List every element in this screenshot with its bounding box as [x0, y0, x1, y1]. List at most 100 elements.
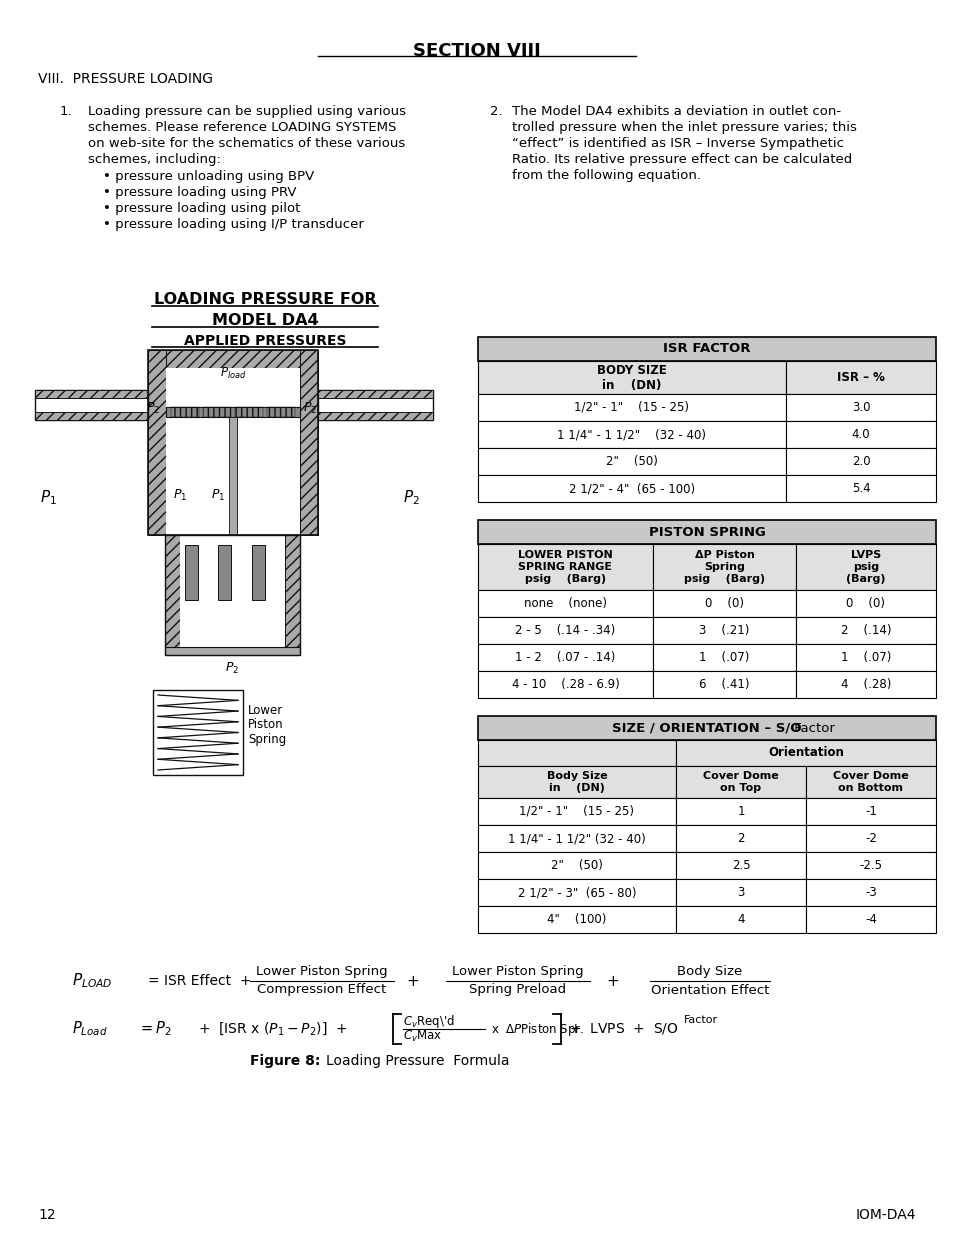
Text: on web-site for the schematics of these various: on web-site for the schematics of these …: [88, 137, 405, 149]
Text: • pressure unloading using BPV: • pressure unloading using BPV: [103, 170, 314, 183]
Text: Orientation Effect: Orientation Effect: [650, 983, 768, 997]
Bar: [317, 412, 433, 420]
Text: Lower Piston Spring: Lower Piston Spring: [452, 966, 583, 978]
Text: $P_{load}$: $P_{load}$: [219, 366, 246, 380]
Text: 2 1/2" - 4"  (65 - 100): 2 1/2" - 4" (65 - 100): [568, 482, 695, 495]
Text: 2.: 2.: [490, 105, 502, 119]
Text: PISTON SPRING: PISTON SPRING: [648, 526, 764, 538]
Text: 1    (.07): 1 (.07): [699, 651, 749, 664]
Text: none    (none): none (none): [523, 597, 606, 610]
Text: 6    (.41): 6 (.41): [699, 678, 749, 692]
Text: $P_1$: $P_1$: [211, 488, 225, 503]
Bar: [166, 368, 299, 535]
Text: “effect” is identified as ISR – Inverse Sympathetic: “effect” is identified as ISR – Inverse …: [512, 137, 843, 149]
Text: 4: 4: [737, 913, 744, 926]
Text: -2: -2: [864, 832, 876, 845]
Bar: [477, 475, 785, 501]
Bar: [477, 671, 652, 698]
Text: 1.: 1.: [60, 105, 72, 119]
Bar: [477, 740, 676, 766]
Bar: [795, 590, 935, 618]
Bar: [805, 879, 935, 906]
Bar: [652, 543, 795, 590]
Text: IOM-DA4: IOM-DA4: [855, 1208, 915, 1221]
Text: -3: -3: [864, 885, 876, 899]
Bar: [477, 906, 676, 932]
Bar: [676, 798, 805, 825]
Text: trolled pressure when the inlet pressure varies; this: trolled pressure when the inlet pressure…: [512, 121, 856, 135]
Bar: [185, 545, 198, 600]
Bar: [805, 766, 935, 798]
Bar: [785, 475, 935, 501]
Bar: [795, 643, 935, 671]
Text: 4 - 10    (.28 - 6.9): 4 - 10 (.28 - 6.9): [511, 678, 618, 692]
Text: -1: -1: [864, 805, 876, 818]
Bar: [795, 618, 935, 643]
Bar: [676, 825, 805, 852]
Bar: [165, 535, 299, 655]
Bar: [477, 879, 676, 906]
Text: = ISR Effect  +: = ISR Effect +: [148, 974, 252, 988]
Bar: [171, 408, 199, 417]
Text: $P_2$: $P_2$: [303, 400, 316, 415]
Text: SIZE / ORIENTATION – S/O: SIZE / ORIENTATION – S/O: [612, 721, 801, 735]
Text: Body Size
in    (DN): Body Size in (DN): [546, 771, 607, 793]
Text: Spring: Spring: [248, 734, 286, 746]
Text: 2"    (50): 2" (50): [551, 860, 602, 872]
Bar: [35, 390, 148, 420]
Text: SECTION VIII: SECTION VIII: [413, 42, 540, 61]
Text: BODY SIZE
in    (DN): BODY SIZE in (DN): [597, 363, 666, 391]
Bar: [148, 350, 317, 535]
Bar: [676, 740, 935, 766]
Bar: [805, 852, 935, 879]
Bar: [234, 408, 263, 417]
Text: $+$  LVPS  $+$  S/O: $+$ LVPS $+$ S/O: [568, 1021, 678, 1036]
Text: LOADING PRESSURE FOR: LOADING PRESSURE FOR: [153, 291, 375, 308]
Text: VIII.  PRESSURE LOADING: VIII. PRESSURE LOADING: [38, 72, 213, 86]
Text: 1 1/4" - 1 1/2" (32 - 40): 1 1/4" - 1 1/2" (32 - 40): [508, 832, 645, 845]
Text: 2.5: 2.5: [731, 860, 749, 872]
Bar: [676, 879, 805, 906]
Bar: [795, 671, 935, 698]
Text: Loading Pressure  Formula: Loading Pressure Formula: [326, 1053, 509, 1068]
Bar: [165, 647, 299, 655]
Bar: [805, 825, 935, 852]
Text: 1: 1: [737, 805, 744, 818]
Bar: [477, 337, 935, 361]
Text: x  $\Delta P$Piston Spr.: x $\Delta P$Piston Spr.: [491, 1020, 583, 1037]
Bar: [285, 535, 299, 655]
Bar: [203, 408, 231, 417]
Bar: [785, 394, 935, 421]
Bar: [477, 798, 676, 825]
Bar: [317, 390, 433, 398]
Text: Factor: Factor: [789, 721, 834, 735]
Text: 0    (0): 0 (0): [845, 597, 884, 610]
Text: 1 1/4" - 1 1/2"    (32 - 40): 1 1/4" - 1 1/2" (32 - 40): [557, 429, 706, 441]
Bar: [152, 690, 243, 776]
Text: +: +: [406, 973, 419, 988]
Bar: [477, 716, 935, 740]
Text: Spring Preload: Spring Preload: [469, 983, 566, 997]
Text: $P_2$: $P_2$: [146, 400, 160, 415]
Text: LVPS
psig
(Barg): LVPS psig (Barg): [845, 551, 884, 584]
Text: 12: 12: [38, 1208, 55, 1221]
Text: $P_1$: $P_1$: [172, 488, 187, 503]
Bar: [165, 535, 180, 655]
Bar: [477, 394, 785, 421]
Text: ΔP Piston
Spring
psig    (Barg): ΔP Piston Spring psig (Barg): [683, 551, 764, 584]
Bar: [477, 448, 785, 475]
Text: from the following equation.: from the following equation.: [512, 169, 700, 182]
Text: $C_v$Max: $C_v$Max: [402, 1029, 442, 1044]
Bar: [477, 825, 676, 852]
Bar: [218, 545, 231, 600]
Text: Ratio. Its relative pressure effect can be calculated: Ratio. Its relative pressure effect can …: [512, 153, 851, 165]
Bar: [652, 590, 795, 618]
Text: 3    (.21): 3 (.21): [699, 624, 749, 637]
Bar: [785, 361, 935, 394]
Text: 0    (0): 0 (0): [704, 597, 743, 610]
Text: 2"    (50): 2" (50): [605, 454, 658, 468]
Bar: [299, 350, 317, 535]
Text: Orientation: Orientation: [767, 746, 843, 760]
Bar: [477, 618, 652, 643]
Text: $+$  [ISR x $(P_1 - P_2)$]  $+$: $+$ [ISR x $(P_1 - P_2)$] $+$: [198, 1020, 347, 1037]
